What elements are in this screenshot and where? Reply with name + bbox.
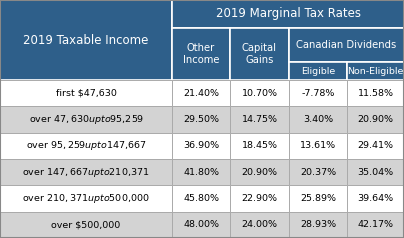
Text: 42.17%: 42.17% xyxy=(358,220,393,229)
Text: Other
Income: Other Income xyxy=(183,43,219,65)
Text: over $210,371 up to $500,000: over $210,371 up to $500,000 xyxy=(22,192,150,205)
Text: 35.04%: 35.04% xyxy=(358,168,393,177)
Bar xyxy=(0,0,172,80)
Bar xyxy=(0,133,172,159)
Text: Non-Eligible: Non-Eligible xyxy=(347,66,404,75)
Text: Capital
Gains: Capital Gains xyxy=(242,43,277,65)
Text: 18.45%: 18.45% xyxy=(242,141,278,150)
Text: -7.78%: -7.78% xyxy=(301,89,335,98)
Bar xyxy=(289,212,347,238)
Bar xyxy=(347,159,404,185)
Text: 39.64%: 39.64% xyxy=(358,194,393,203)
Bar xyxy=(347,80,404,106)
Text: first $47,630: first $47,630 xyxy=(56,89,116,98)
Text: 36.90%: 36.90% xyxy=(183,141,219,150)
Bar xyxy=(230,106,289,133)
Bar xyxy=(0,212,172,238)
Bar xyxy=(347,106,404,133)
Bar xyxy=(172,133,230,159)
Text: 25.89%: 25.89% xyxy=(300,194,336,203)
Text: 28.93%: 28.93% xyxy=(300,220,336,229)
Bar xyxy=(172,106,230,133)
Bar xyxy=(230,133,289,159)
Bar xyxy=(172,159,230,185)
Bar xyxy=(230,212,289,238)
Bar xyxy=(289,80,347,106)
Text: 21.40%: 21.40% xyxy=(183,89,219,98)
Text: over $47,630 up to $95,259: over $47,630 up to $95,259 xyxy=(29,113,143,126)
Bar xyxy=(172,0,404,28)
Text: 41.80%: 41.80% xyxy=(183,168,219,177)
Text: 29.41%: 29.41% xyxy=(358,141,393,150)
Bar xyxy=(230,28,289,80)
Bar xyxy=(172,28,230,80)
Text: 20.37%: 20.37% xyxy=(300,168,336,177)
Bar xyxy=(230,185,289,212)
Bar xyxy=(347,185,404,212)
Text: 10.70%: 10.70% xyxy=(242,89,278,98)
Text: over $95,259 up to $147,667: over $95,259 up to $147,667 xyxy=(25,139,146,152)
Bar xyxy=(172,185,230,212)
Text: over $500,000: over $500,000 xyxy=(51,220,121,229)
Text: 11.58%: 11.58% xyxy=(358,89,393,98)
Bar xyxy=(0,106,172,133)
Text: 20.90%: 20.90% xyxy=(242,168,278,177)
Text: 20.90%: 20.90% xyxy=(358,115,393,124)
Bar xyxy=(0,185,172,212)
Bar xyxy=(230,80,289,106)
Text: 2019 Marginal Tax Rates: 2019 Marginal Tax Rates xyxy=(215,8,360,20)
Text: 2019 Taxable Income: 2019 Taxable Income xyxy=(23,34,149,46)
Bar xyxy=(289,159,347,185)
Text: 22.90%: 22.90% xyxy=(242,194,278,203)
Bar xyxy=(289,185,347,212)
Bar xyxy=(347,133,404,159)
Text: 3.40%: 3.40% xyxy=(303,115,333,124)
Bar xyxy=(289,62,347,80)
Text: Canadian Dividends: Canadian Dividends xyxy=(297,40,397,50)
Bar xyxy=(172,80,230,106)
Text: 13.61%: 13.61% xyxy=(300,141,336,150)
Bar xyxy=(0,80,172,106)
Bar xyxy=(0,159,172,185)
Text: 24.00%: 24.00% xyxy=(242,220,278,229)
Bar xyxy=(289,133,347,159)
Bar xyxy=(289,106,347,133)
Text: Eligible: Eligible xyxy=(301,66,335,75)
Bar xyxy=(172,212,230,238)
Text: 45.80%: 45.80% xyxy=(183,194,219,203)
Text: 14.75%: 14.75% xyxy=(242,115,278,124)
Bar xyxy=(347,212,404,238)
Bar xyxy=(347,62,404,80)
Bar xyxy=(289,28,404,62)
Bar xyxy=(230,159,289,185)
Text: 29.50%: 29.50% xyxy=(183,115,219,124)
Text: over $147,667 up to $210,371: over $147,667 up to $210,371 xyxy=(22,166,149,179)
Text: 48.00%: 48.00% xyxy=(183,220,219,229)
